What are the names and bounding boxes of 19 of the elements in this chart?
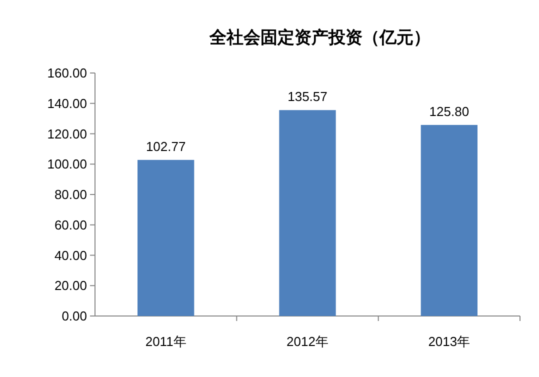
- x-tick-label: 2013年: [428, 334, 470, 349]
- y-tick-label: 100.00: [47, 156, 87, 172]
- bar: [279, 110, 336, 316]
- data-label: 125.80: [429, 104, 470, 119]
- y-tick-label: 160.00: [47, 66, 87, 80]
- data-label: 102.77: [146, 138, 186, 154]
- y-tick-label: 60.00: [54, 217, 87, 232]
- y-tick-label: 20.00: [54, 278, 87, 294]
- x-tick-label: 2011年: [145, 334, 186, 349]
- bar: [420, 124, 478, 316]
- y-tick-label: 0.00: [62, 308, 87, 324]
- chart-title: 全社会固定资产投资（亿元）: [208, 28, 430, 47]
- y-tick-label: 120.00: [47, 126, 87, 142]
- y-tick-label: 40.00: [54, 248, 87, 263]
- y-tick-label: 80.00: [54, 187, 87, 202]
- y-tick-label: 140.00: [47, 96, 87, 111]
- x-tick-label: 2012年: [286, 334, 328, 349]
- data-label: 135.57: [288, 89, 328, 104]
- bar: [138, 160, 194, 316]
